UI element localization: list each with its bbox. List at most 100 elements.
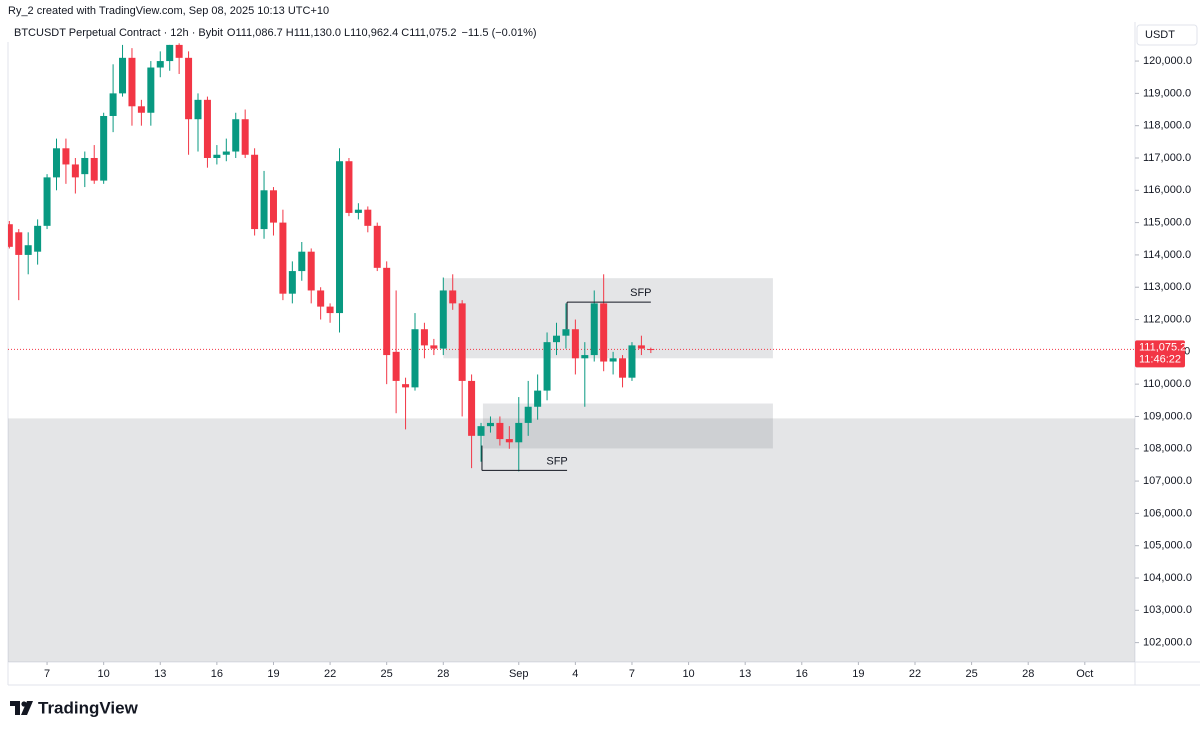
candle-body [354, 209, 362, 213]
zone [443, 278, 773, 359]
candle-body [100, 115, 108, 181]
x-tick-label: 28 [1022, 668, 1034, 680]
x-tick-label: 10 [98, 668, 110, 680]
candle-body [609, 358, 617, 362]
symbol-title: BTCUSDT Perpetual Contract · 12h · Bybit [14, 27, 223, 39]
candle-body [496, 422, 504, 440]
y-tick-label: 105,000.0 [1143, 540, 1192, 552]
candle-body [128, 57, 136, 107]
countdown-label: 11:46:22 [1139, 353, 1181, 365]
candle-body [392, 351, 400, 381]
last-price-label: 111,075.2 [1139, 341, 1186, 353]
candle-body [628, 345, 636, 378]
candle-body [619, 358, 627, 378]
candle-body [449, 290, 457, 304]
candle-body [203, 99, 211, 158]
candle-body [147, 67, 155, 113]
candle-body [43, 177, 51, 226]
x-tick-label: 16 [211, 668, 223, 680]
ohlc-label: C111,075.2 [401, 27, 456, 39]
candle-body [166, 44, 174, 62]
y-tick-label: 104,000.0 [1143, 572, 1192, 584]
y-tick-label: 114,000.0 [1143, 249, 1191, 261]
y-tick-label: 107,000.0 [1143, 475, 1192, 487]
y-tick-label: 119,000.0 [1143, 87, 1191, 99]
candle-body [288, 271, 296, 294]
candle-body [251, 154, 259, 230]
candle-body [109, 93, 117, 116]
change-label: −11.5 (−0.01%) [462, 27, 537, 39]
candle-body [590, 303, 598, 356]
candle-body [213, 154, 221, 158]
candle-body [81, 157, 89, 175]
currency-box [1136, 24, 1198, 46]
x-tick-label: Oct [1076, 668, 1093, 680]
candle-body [345, 161, 353, 213]
y-tick-label: 117,000.0 [1143, 152, 1191, 164]
candle-body [119, 57, 127, 94]
candle-body [581, 355, 589, 359]
candle-body [486, 422, 494, 427]
x-tick-label: 4 [572, 668, 578, 680]
currency: USDT [1145, 29, 1175, 41]
y-tick-label: 102,000.0 [1143, 637, 1192, 649]
candle-body [241, 119, 249, 155]
y-tick-label: 106,000.0 [1143, 507, 1192, 519]
candle-body [156, 61, 164, 68]
candle-body [637, 345, 645, 349]
x-tick-label: 19 [267, 668, 279, 680]
candle-body [373, 225, 381, 268]
y-tick-label: 110,000.0 [1143, 378, 1191, 390]
level-label: SFP [546, 455, 567, 467]
brand-name: TradingView [38, 698, 139, 717]
x-tick-label: 7 [44, 668, 50, 680]
x-tick-label: 28 [437, 668, 449, 680]
candle-body [8, 224, 13, 247]
candle-body [326, 306, 334, 314]
candle-body [534, 390, 542, 407]
level-label: SFP [630, 287, 651, 299]
candle-body [24, 245, 32, 255]
ohlc-label: L110,962.4 [344, 27, 398, 39]
y-tick-label: 120,000.0 [1143, 55, 1192, 67]
x-tick-label: 16 [796, 668, 808, 680]
x-tick-label: 19 [852, 668, 864, 680]
x-tick-label: 13 [739, 668, 751, 680]
candle-body [515, 422, 523, 443]
candle-body [411, 329, 419, 388]
candle-body [524, 406, 532, 423]
ohlc-label: O111,086.7 [227, 27, 283, 39]
x-tick-label: 25 [965, 668, 977, 680]
y-tick-label: 113,000.0 [1143, 281, 1191, 293]
candle-body [383, 267, 391, 356]
candle-body [307, 251, 315, 291]
candle-body [34, 225, 42, 252]
attribution: Ry_2 created with TradingView.com, Sep 0… [8, 5, 329, 17]
x-tick-label: 13 [154, 668, 166, 680]
x-tick-label: Sep [509, 668, 529, 680]
candle-body [439, 290, 447, 349]
last-price-tag [1135, 340, 1185, 368]
candle-body [137, 106, 145, 113]
candle-body [364, 209, 372, 226]
candle-body [185, 57, 193, 120]
candle-body [430, 345, 438, 349]
zone [8, 418, 1135, 662]
candle-body [600, 303, 608, 362]
logo-mark [21, 701, 33, 715]
x-tick-label: 22 [324, 668, 336, 680]
candle-body [458, 303, 466, 381]
x-tick-label: 10 [682, 668, 694, 680]
y-tick-label: 103,000.0 [1143, 604, 1192, 616]
candle-body [194, 99, 202, 120]
logo-mark [10, 701, 20, 715]
candle-body [468, 380, 476, 436]
candle-body [62, 148, 70, 165]
candle-body [336, 161, 344, 314]
candle-body [90, 157, 98, 181]
candle-body [52, 148, 60, 178]
y-tick-label: 109,000.0 [1143, 410, 1192, 422]
ohlc-label: H111,130.0 [286, 27, 341, 39]
candle-body [317, 290, 325, 307]
